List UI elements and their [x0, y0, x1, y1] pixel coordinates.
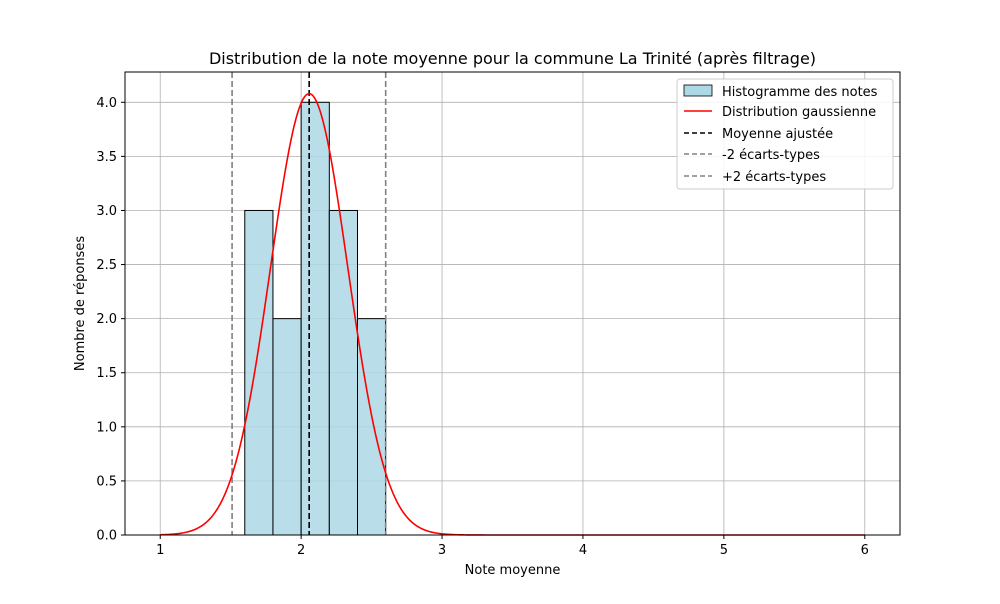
y-tick-label: 2.5: [96, 258, 117, 273]
y-axis-label: Nombre de réponses: [73, 236, 88, 371]
legend-label-minus2sd: -2 écarts-types: [722, 148, 820, 163]
legend-label-histogram: Histogramme des notes: [722, 85, 878, 100]
legend-label-mean: Moyenne ajustée: [722, 127, 833, 142]
legend-label-plus2sd: +2 écarts-types: [722, 170, 826, 185]
y-tick-label: 0.5: [96, 474, 117, 489]
y-tick-label: 3.5: [96, 150, 117, 165]
y-tick-label: 1.5: [96, 366, 117, 381]
y-tick-label: 0.0: [96, 529, 117, 544]
axis-ticks: 1 2 3 4 5 6 0.0 0.5 1.0 1.5 2.0 2.5 3.0 3.5 4.0: [96, 96, 869, 558]
x-tick-label: 2: [297, 543, 305, 558]
histogram-bar: [300, 101, 330, 536]
y-tick-label: 2.0: [96, 312, 117, 327]
histogram-bar: [244, 209, 274, 536]
x-tick-label: 4: [579, 543, 587, 558]
legend-box: [676, 78, 894, 190]
x-tick-label: 6: [861, 543, 869, 558]
x-tick-label: 3: [438, 543, 446, 558]
x-tick-label: 5: [720, 543, 728, 558]
histogram-bar: [328, 209, 358, 536]
x-tick-label: 1: [156, 543, 164, 558]
histogram-bar: [357, 318, 387, 536]
y-tick-label: 4.0: [96, 96, 117, 111]
legend: Histogramme des notes Distribution gauss…: [676, 78, 894, 190]
x-axis-label: Note moyenne: [465, 563, 561, 578]
chart-title: Distribution de la note moyenne pour la …: [209, 49, 816, 68]
legend-label-gaussian: Distribution gaussienne: [722, 105, 876, 120]
legend-swatch-histogram: [683, 84, 713, 97]
histogram-bar: [272, 318, 302, 536]
y-tick-label: 3.0: [96, 204, 117, 219]
y-tick-label: 1.0: [96, 420, 117, 435]
reference-lines: [231, 72, 387, 535]
plot-frame: [124, 71, 901, 536]
